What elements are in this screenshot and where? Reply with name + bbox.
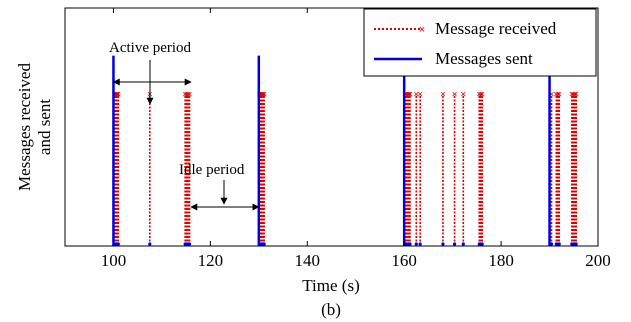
received-base-marker (148, 242, 152, 246)
received-marker: × (260, 90, 266, 101)
received-base-marker (418, 242, 422, 246)
received-marker: × (556, 90, 562, 101)
received-marker: × (258, 90, 264, 101)
received-marker: × (259, 90, 265, 101)
received-marker: × (479, 90, 485, 101)
annotations: Active period Idle period (109, 40, 260, 211)
received-marker: × (573, 90, 579, 101)
received-marker: × (553, 90, 559, 101)
received-marker: × (406, 90, 412, 101)
received-marker: × (460, 90, 466, 101)
active-period-label: Active period (109, 40, 192, 56)
x-tick-label: 140 (295, 251, 321, 270)
received-marker: × (570, 90, 576, 101)
received-marker: × (555, 90, 561, 101)
received-base-marker (408, 242, 412, 246)
x-axis-label: Time (s) (302, 276, 359, 295)
received-base-marker (574, 242, 578, 246)
received-marker: × (113, 90, 119, 101)
legend-box (363, 8, 597, 77)
received-marker: × (440, 90, 446, 101)
received-marker: × (452, 90, 458, 101)
received-marker: × (478, 90, 484, 101)
received-marker: × (114, 90, 120, 101)
received-marker: × (413, 90, 419, 101)
legend-received-marker: × (419, 24, 425, 36)
received-marker: × (187, 90, 193, 101)
received-marker: × (417, 90, 423, 101)
received-marker: × (112, 90, 118, 101)
y-axis-label-line1: Messages received (15, 63, 34, 191)
received-base-marker (461, 242, 465, 246)
received-marker: × (405, 90, 411, 101)
received-base-marker (557, 242, 561, 246)
received-marker: × (407, 90, 413, 101)
received-marker: × (182, 90, 188, 101)
legend: × Message received Messages sent (363, 8, 597, 77)
received-marker: × (549, 90, 555, 101)
legend-received-label: Message received (435, 19, 557, 38)
x-tick-label: 100 (101, 251, 127, 270)
received-marker: × (404, 90, 410, 101)
axes-frame (64, 7, 599, 247)
plot-area: ××××××××××××××××××××××××××××××××××××× (112, 55, 579, 246)
idle-period-label: Idle period (179, 162, 245, 178)
received-marker: × (476, 90, 482, 101)
x-tick-label: 120 (198, 251, 224, 270)
received-base-marker (262, 242, 266, 246)
received-base-marker (116, 242, 120, 246)
received-base-marker (414, 242, 418, 246)
received-marker: × (572, 90, 578, 101)
received-marker: × (185, 90, 191, 101)
y-axis-label-line2: and sent (35, 99, 54, 155)
legend-sent-label: Messages sent (435, 49, 533, 68)
received-marker: × (257, 90, 263, 101)
x-tick-label: 200 (585, 251, 611, 270)
x-tick-label: 180 (488, 251, 514, 270)
received-marker: × (569, 90, 575, 101)
received-base-marker (441, 242, 445, 246)
received-marker: × (184, 90, 190, 101)
x-tick-label: 160 (391, 251, 417, 270)
received-marker: × (261, 90, 267, 101)
y-axis-label: Messages received and sent (15, 63, 54, 191)
figure-caption: (b) (321, 300, 341, 319)
received-marker: × (115, 90, 121, 101)
received-base-marker (187, 242, 192, 246)
received-base-marker (452, 242, 457, 246)
received-base-marker (480, 242, 484, 246)
x-axis-ticks: 100 120 140 160 180 200 (101, 8, 611, 270)
